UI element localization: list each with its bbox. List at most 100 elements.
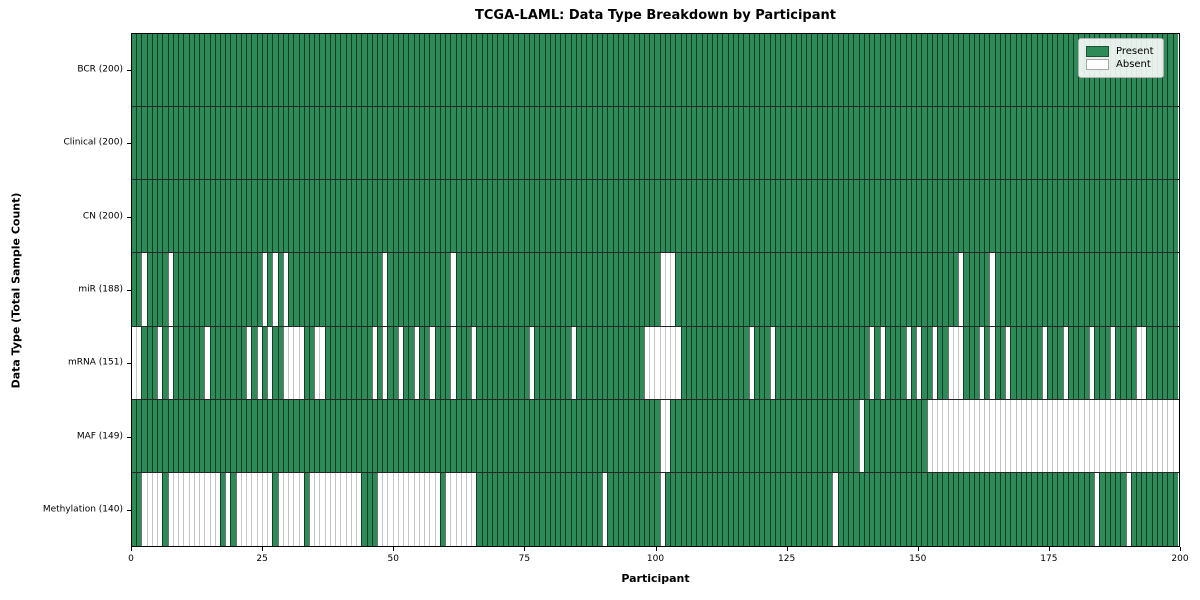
chart-title: TCGA-LAML: Data Type Breakdown by Partic… — [475, 8, 836, 23]
heatmap-cell — [963, 253, 969, 326]
heatmap-cell — [769, 326, 775, 399]
heatmap-cell — [413, 472, 419, 546]
heatmap-cell — [235, 326, 241, 399]
heatmap-cell — [261, 472, 268, 546]
heatmap-cell — [544, 107, 550, 180]
heatmap-cell — [413, 107, 419, 180]
heatmap-cell — [466, 180, 472, 253]
heatmap-cell — [151, 180, 158, 253]
heatmap-cell — [387, 399, 393, 472]
heatmap-cell — [298, 34, 304, 107]
heatmap-cell — [251, 472, 257, 546]
heatmap-cell — [649, 34, 655, 107]
heatmap-cell — [1083, 253, 1089, 326]
heatmap-cell — [722, 253, 728, 326]
heatmap-cell — [178, 399, 184, 472]
heatmap-cell — [518, 34, 524, 107]
heatmap-cell — [492, 472, 498, 546]
heatmap-cell — [1041, 326, 1048, 399]
heatmap-cell — [560, 472, 566, 546]
heatmap-cell — [738, 399, 744, 472]
heatmap-cell — [282, 107, 289, 180]
heatmap-cell — [204, 180, 210, 253]
heatmap-cell — [403, 399, 409, 472]
heatmap-cell — [1141, 107, 1147, 180]
heatmap-cell — [1015, 34, 1021, 107]
heatmap-cell — [858, 253, 864, 326]
heatmap-cell — [1120, 253, 1126, 326]
heatmap-cell — [1036, 180, 1042, 253]
heatmap-cell — [497, 472, 503, 546]
heatmap-cell — [261, 107, 268, 180]
heatmap-cell — [288, 472, 294, 546]
heatmap-cell — [329, 399, 336, 472]
heatmap-cell — [837, 472, 843, 546]
heatmap-cell — [371, 253, 378, 326]
heatmap-cell — [1156, 253, 1163, 326]
heatmap-cell — [921, 253, 927, 326]
heatmap-cell — [738, 34, 744, 107]
heatmap-cell — [193, 180, 200, 253]
legend-present-swatch — [1086, 46, 1109, 57]
heatmap-cell — [146, 472, 152, 546]
heatmap-cell — [1146, 472, 1152, 546]
heatmap-cell — [1057, 253, 1063, 326]
heatmap-cell — [308, 180, 315, 253]
heatmap-cell — [324, 399, 330, 472]
heatmap-cell — [937, 472, 943, 546]
heatmap-cell — [638, 472, 644, 546]
heatmap-cell — [638, 399, 644, 472]
heatmap-cell — [821, 326, 828, 399]
heatmap-cell — [256, 253, 262, 326]
heatmap-cell — [539, 253, 545, 326]
heatmap-cell — [308, 107, 315, 180]
heatmap-cell — [162, 472, 168, 546]
heatmap-cell — [780, 399, 786, 472]
heatmap-cell — [172, 180, 179, 253]
heatmap-cell — [230, 34, 236, 107]
heatmap-cell — [1125, 253, 1131, 326]
heatmap-cell — [1078, 472, 1084, 546]
heatmap-cell — [350, 472, 357, 546]
heatmap-cell — [581, 472, 587, 546]
heatmap-cell — [984, 472, 990, 546]
heatmap-cell — [879, 34, 885, 107]
heatmap-cell — [905, 107, 911, 180]
heatmap-cell — [251, 34, 257, 107]
heatmap-row-miR — [132, 253, 1179, 327]
heatmap-cell — [193, 34, 200, 107]
heatmap-cell — [722, 107, 728, 180]
heatmap-cell — [842, 253, 849, 326]
heatmap-cell — [387, 253, 393, 326]
legend-present-label: Present — [1116, 46, 1154, 57]
heatmap-cell — [235, 107, 241, 180]
heatmap-cell — [963, 326, 969, 399]
heatmap-cell — [952, 180, 959, 253]
heatmap-cell — [377, 326, 383, 399]
heatmap-cell — [764, 253, 770, 326]
heatmap-cell — [1130, 253, 1136, 326]
heatmap-cell — [434, 107, 440, 180]
heatmap-cell — [193, 107, 200, 180]
heatmap-cell — [910, 107, 917, 180]
heatmap-cell — [905, 253, 911, 326]
heatmap-cell — [790, 180, 796, 253]
heatmap-cell — [670, 472, 676, 546]
heatmap-cell — [889, 253, 896, 326]
heatmap-cell — [246, 34, 252, 107]
heatmap-cell — [246, 399, 252, 472]
heatmap-cell — [1167, 326, 1173, 399]
heatmap-cell — [303, 180, 309, 253]
heatmap-cell — [816, 326, 822, 399]
heatmap-cell — [675, 253, 681, 326]
heatmap-cell — [947, 180, 953, 253]
heatmap-cell — [570, 399, 576, 472]
heatmap-cell — [874, 180, 880, 253]
heatmap-cell — [795, 326, 801, 399]
heatmap-cell — [910, 180, 917, 253]
heatmap-cell — [1036, 107, 1042, 180]
heatmap-cell — [1057, 107, 1063, 180]
heatmap-cell — [277, 107, 283, 180]
heatmap-cell — [575, 472, 582, 546]
heatmap-cell — [1052, 107, 1058, 180]
